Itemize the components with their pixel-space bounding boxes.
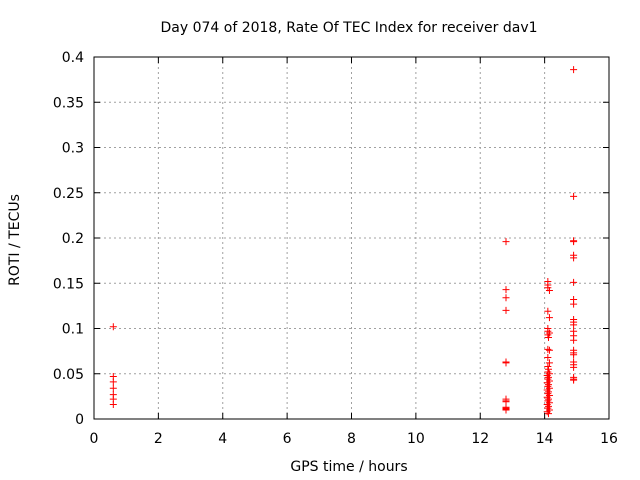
plot-frame bbox=[93, 56, 610, 420]
data-point bbox=[570, 192, 578, 200]
grid-lines bbox=[94, 57, 609, 419]
data-point bbox=[570, 321, 578, 329]
data-point bbox=[544, 381, 552, 389]
data-point bbox=[545, 329, 553, 337]
x-tick-label: 16 bbox=[600, 431, 618, 447]
y-tick-label: 0.2 bbox=[62, 231, 84, 247]
data-point bbox=[570, 66, 578, 74]
data-point bbox=[543, 386, 551, 394]
y-tick-label: 0.05 bbox=[53, 367, 84, 383]
x-axis-label: GPS time / hours bbox=[290, 459, 407, 475]
data-point bbox=[502, 286, 510, 294]
chart-title: Day 074 of 2018, Rate Of TEC Index for r… bbox=[160, 20, 537, 36]
y-tick-label: 0.4 bbox=[62, 50, 84, 66]
data-point bbox=[544, 307, 552, 315]
data-point bbox=[502, 306, 510, 314]
data-point bbox=[570, 238, 578, 246]
data-point bbox=[570, 363, 578, 371]
x-tick-label: 2 bbox=[154, 431, 163, 447]
data-point bbox=[543, 379, 551, 387]
data-point bbox=[545, 346, 553, 354]
data-point bbox=[109, 378, 117, 386]
data-point bbox=[544, 382, 552, 390]
x-tick-label: 0 bbox=[90, 431, 99, 447]
data-point bbox=[545, 286, 553, 294]
y-tick-label: 0 bbox=[75, 412, 84, 428]
data-point bbox=[109, 384, 117, 392]
y-axis-label: ROTI / TECUs bbox=[7, 194, 23, 286]
y-tick-label: 0.15 bbox=[53, 276, 84, 292]
y-tick-label: 0.3 bbox=[62, 141, 84, 157]
x-tick-label: 8 bbox=[347, 431, 356, 447]
data-point bbox=[544, 373, 552, 381]
data-point bbox=[544, 404, 552, 412]
data-point bbox=[543, 372, 551, 380]
y-tick-label: 0.35 bbox=[53, 95, 84, 111]
x-tick-label: 6 bbox=[283, 431, 292, 447]
data-point bbox=[544, 388, 552, 396]
data-point bbox=[545, 314, 553, 322]
data-point bbox=[543, 393, 551, 401]
data-point bbox=[109, 323, 117, 331]
data-point bbox=[544, 397, 552, 405]
data-point bbox=[502, 406, 510, 414]
tick-labels: 0 2 4 6 8 10 12 14 16 0 0.05 0.1 0.15 0.2 0.25 0.3 0.35 0… bbox=[53, 50, 618, 447]
y-tick-label: 0.1 bbox=[62, 322, 84, 338]
data-point bbox=[544, 375, 552, 383]
data-point bbox=[543, 401, 551, 409]
data-point bbox=[570, 351, 578, 359]
data-point bbox=[544, 390, 552, 398]
data-point bbox=[502, 294, 510, 302]
x-tick-label: 12 bbox=[471, 431, 489, 447]
data-point bbox=[570, 336, 578, 344]
data-point bbox=[570, 254, 578, 262]
data-point bbox=[544, 395, 552, 403]
x-tick-label: 14 bbox=[536, 431, 554, 447]
y-tick-label: 0.25 bbox=[53, 186, 84, 202]
x-tick-label: 10 bbox=[407, 431, 425, 447]
data-point bbox=[502, 238, 510, 246]
x-tick-label: 4 bbox=[218, 431, 227, 447]
data-point bbox=[570, 376, 578, 384]
data-point bbox=[544, 368, 552, 376]
data-point bbox=[543, 408, 551, 416]
data-point bbox=[544, 402, 552, 410]
data-point bbox=[544, 353, 552, 361]
data-points bbox=[109, 66, 578, 418]
data-point bbox=[544, 410, 552, 418]
data-point bbox=[545, 359, 553, 367]
data-point bbox=[502, 359, 510, 367]
data-point bbox=[570, 278, 578, 286]
data-point bbox=[570, 300, 578, 308]
data-point bbox=[544, 345, 552, 353]
data-point bbox=[544, 334, 552, 342]
data-point bbox=[109, 401, 117, 409]
